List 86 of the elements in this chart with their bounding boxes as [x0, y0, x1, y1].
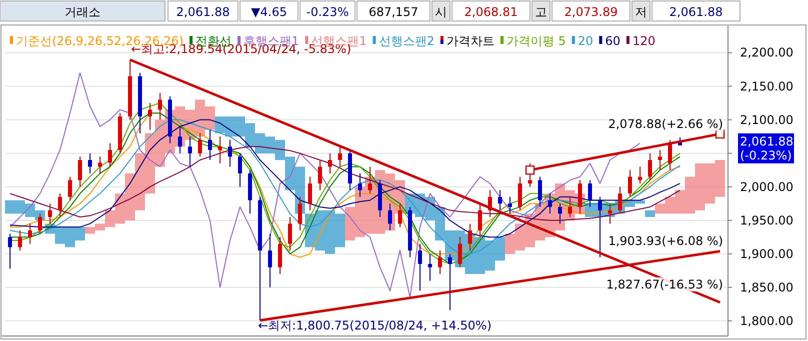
header-cell: -0.23% — [300, 0, 356, 22]
candlestick — [538, 176, 542, 208]
candlestick — [618, 186, 622, 214]
candlestick — [368, 166, 372, 194]
candlestick — [178, 126, 182, 154]
candlestick — [18, 230, 22, 252]
y-tick-label: 1,800.00 — [740, 314, 794, 328]
candlestick — [198, 132, 202, 158]
header-cell: 저 — [632, 0, 650, 22]
candlestick — [428, 253, 432, 282]
candlestick — [88, 152, 92, 174]
candlestick — [668, 139, 672, 171]
candlestick — [578, 180, 582, 214]
legend-label: 가격차트 — [446, 34, 494, 48]
candlestick — [108, 142, 112, 168]
header-cell: 2,061.88 — [168, 0, 238, 22]
header-cell: ▼4.65 — [240, 0, 298, 22]
y-tick-label: 1,850.00 — [740, 280, 794, 294]
header-cell: 고 — [532, 0, 550, 22]
candlestick — [8, 233, 12, 270]
candlestick — [358, 172, 362, 198]
header-cell: 시 — [432, 0, 450, 22]
legend-label: 120 — [632, 34, 656, 48]
legend-label: 60 — [605, 34, 620, 48]
candlestick — [278, 236, 282, 274]
candlestick — [438, 250, 442, 274]
candlestick — [498, 190, 502, 211]
candlestick — [568, 196, 572, 218]
candlestick — [448, 253, 452, 311]
text: (-0.23%) — [740, 148, 792, 162]
text: 2,061.88 — [740, 134, 794, 148]
candlestick — [558, 203, 562, 224]
candlestick — [228, 139, 232, 168]
header-cell: 2,073.89 — [552, 0, 630, 22]
candlestick — [48, 203, 52, 224]
candlestick — [288, 216, 292, 252]
candlestick — [418, 243, 422, 292]
candlestick — [338, 146, 342, 168]
candlestick — [658, 149, 662, 171]
candlestick — [648, 152, 652, 181]
candlestick — [518, 176, 522, 211]
candlestick — [398, 203, 402, 228]
legend-label: 선행스팬2 — [378, 34, 434, 48]
annotation: 1,903.93(+6.08 %) — [608, 234, 723, 248]
candlestick — [628, 170, 632, 198]
candlestick — [218, 136, 222, 164]
annotation: 2,078.88(+2.66 %) — [608, 116, 723, 131]
header-cell: 687,157 — [356, 0, 430, 22]
candlestick — [458, 236, 462, 268]
y-tick-label: 2,150.00 — [740, 79, 794, 94]
y-tick-label: 2,100.00 — [740, 112, 794, 127]
candlestick — [308, 176, 312, 211]
candlestick — [38, 213, 42, 234]
candlestick — [28, 223, 32, 244]
candlestick — [598, 196, 602, 258]
candlestick — [208, 129, 212, 161]
candlestick — [98, 156, 102, 174]
candlestick — [148, 102, 152, 130]
candlestick — [478, 203, 482, 238]
header-cell: 2,061.88 — [652, 0, 740, 22]
candlestick — [588, 180, 592, 208]
header-cell: 2,068.81 — [452, 0, 530, 22]
candlestick — [268, 233, 272, 288]
annotation: 1,827.67(-16.53 %) — [606, 277, 723, 292]
legend-label: 20 — [578, 34, 594, 48]
candlestick — [58, 193, 62, 218]
candlestick — [238, 152, 242, 188]
candlestick — [468, 223, 472, 252]
candlestick — [508, 196, 512, 214]
candlestick — [78, 156, 82, 188]
candlestick — [68, 176, 72, 201]
candlestick — [188, 136, 192, 168]
legend-label: 가격이평 5 — [506, 34, 566, 48]
annotation: ←최저:1,800.75(2015/08/24, +14.50%) — [258, 318, 492, 332]
candlestick — [328, 152, 332, 174]
candlestick — [548, 193, 552, 214]
candlestick — [158, 92, 162, 120]
y-tick-label: 2,200.00 — [740, 46, 794, 60]
candlestick — [318, 160, 322, 191]
y-tick-label: 2,000.00 — [740, 180, 794, 194]
candlestick — [298, 196, 302, 231]
candlestick — [388, 203, 392, 231]
header-cell: 거래소 — [0, 0, 166, 22]
bar — [645, 210, 655, 218]
y-tick-label: 1,900.00 — [740, 246, 794, 261]
y-tick-label: 1,950.00 — [740, 213, 794, 228]
